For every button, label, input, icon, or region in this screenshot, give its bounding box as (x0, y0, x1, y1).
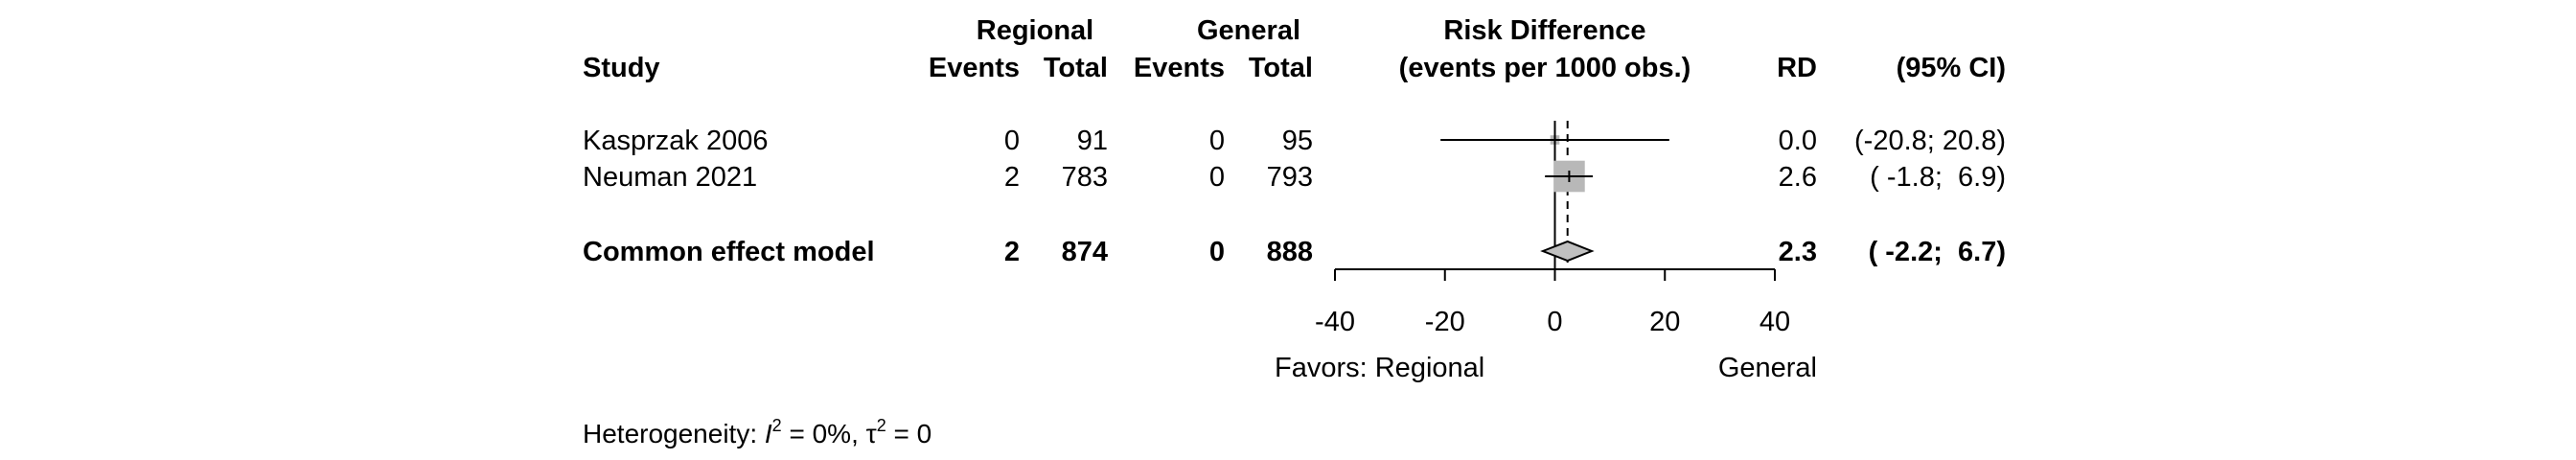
total1: 783 (1062, 162, 1108, 193)
ci-value: (-20.8; 20.8) (1854, 126, 2006, 156)
events1: 2 (1004, 162, 1020, 193)
x-tick-label: 0 (1547, 307, 1562, 337)
x-tick-label: 40 (1760, 307, 1790, 337)
events2: 0 (1209, 126, 1225, 156)
i2-symbol: I (764, 419, 772, 448)
header-group1: Regional (977, 15, 1093, 46)
total1: 91 (1077, 126, 1108, 156)
total2: 95 (1282, 126, 1313, 156)
study-name: Neuman 2021 (583, 162, 757, 193)
pooled-total2: 888 (1267, 237, 1313, 267)
pooled-rd-value: 2.3 (1779, 237, 1817, 267)
pooled-name: Common effect model (583, 237, 875, 267)
header-rd: RD (1777, 53, 1817, 83)
header-total1: Total (1044, 53, 1108, 83)
pooled-events1: 2 (1004, 237, 1020, 267)
header-events1: Events (929, 53, 1020, 83)
i2-superscript: 2 (771, 416, 782, 435)
favors-right-label: General (1718, 353, 1817, 383)
x-tick-label: 20 (1649, 307, 1680, 337)
header-effect-subtitle: (events per 1000 obs.) (1399, 53, 1691, 83)
tau-value: = 0 (886, 419, 932, 448)
i2-value: = 0%, (781, 419, 866, 448)
pooled-ci-value: ( -2.2; 6.7) (1869, 237, 2006, 267)
ci-value: ( -1.8; 6.9) (1870, 162, 2006, 193)
header-total2: Total (1249, 53, 1313, 83)
pooled-row: Common effect model 2 874 0 888 2.3 ( -2… (583, 237, 2006, 267)
heterogeneity-text: Heterogeneity: I2 = 0%, τ2 = 0 (583, 416, 932, 449)
pooled-total1: 874 (1062, 237, 1108, 267)
study-name: Kasprzak 2006 (583, 126, 768, 156)
events1: 0 (1004, 126, 1020, 156)
study-row: Kasprzak 2006 0 91 0 95 0.0 (-20.8; 20.8… (583, 126, 2006, 156)
rd-value: 0.0 (1779, 126, 1817, 156)
x-tick-label: -40 (1315, 307, 1355, 337)
tau-symbol: τ (865, 419, 877, 448)
study-row: Neuman 2021 2 783 0 793 2.6 ( -1.8; 6.9) (583, 162, 2006, 193)
pooled-diamond (1540, 240, 1595, 263)
rd-value: 2.6 (1779, 162, 1817, 193)
header-group2: General (1197, 15, 1300, 46)
tau-superscript: 2 (876, 416, 886, 435)
total2: 793 (1267, 162, 1313, 193)
plot-area: -40 -20 0 20 40 (1315, 121, 1790, 337)
header-effect-title: Risk Difference (1443, 15, 1645, 46)
favors-left-label: Favors: Regional (1275, 353, 1484, 383)
x-tick-label: -20 (1425, 307, 1465, 337)
header-study: Study (583, 53, 660, 83)
header-events2: Events (1134, 53, 1225, 83)
heterogeneity-label: Heterogeneity: (583, 419, 765, 448)
events2: 0 (1209, 162, 1225, 193)
header-ci: (95% CI) (1897, 53, 2006, 83)
pooled-events2: 0 (1209, 237, 1225, 267)
